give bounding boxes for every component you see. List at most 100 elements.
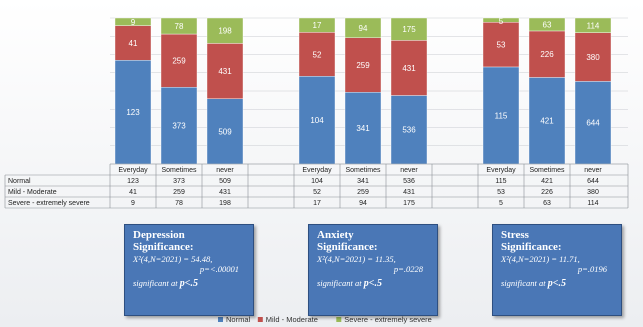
- table-cell: 5: [499, 200, 503, 207]
- table-column-header: Everyday: [486, 167, 516, 174]
- table-cell: 53: [497, 189, 505, 196]
- box-statistic: X²(4,N=2021) = 11.35,: [317, 254, 396, 264]
- box-heading: Significance:: [317, 241, 378, 253]
- anxiety-significance-box: Anxiety Significance: X²(4,N=2021) = 11.…: [308, 224, 438, 316]
- table-cell: 198: [219, 200, 231, 207]
- box-title: Anxiety: [317, 229, 354, 241]
- bar-segment: [574, 17, 612, 33]
- bar-value-label: 123: [126, 108, 140, 117]
- bar-value-label: 380: [586, 53, 600, 62]
- table-cell: 94: [359, 200, 367, 207]
- bar-segment: [160, 17, 198, 35]
- bar-segment: [574, 81, 612, 165]
- bar-value-label: 373: [172, 122, 186, 131]
- bar-value-label: 9: [131, 18, 136, 27]
- table-cell: 123: [127, 178, 139, 185]
- bar-segment: [344, 17, 382, 38]
- box-title: Stress: [501, 229, 529, 241]
- bar-segment: [206, 98, 244, 165]
- bar-value-label: 94: [359, 24, 368, 33]
- box-conclusion: significant at p<.5: [133, 277, 245, 290]
- box-conclusion: significant at p<.5: [317, 277, 429, 290]
- bar-value-label: 63: [543, 20, 552, 29]
- table-cell: 41: [129, 189, 137, 196]
- bar-value-label: 421: [540, 117, 554, 126]
- table-row-header: Mild - Moderate: [8, 189, 57, 196]
- legend-swatch: [257, 317, 263, 322]
- table-cell: 115: [495, 178, 506, 185]
- table-column-header: Sometimes: [161, 167, 197, 174]
- table-cell: 431: [403, 189, 415, 196]
- bar-segment: [390, 40, 428, 96]
- table-cell: 114: [587, 200, 598, 207]
- table-column-header: Everyday: [302, 167, 332, 174]
- bar-value-label: 259: [356, 61, 370, 70]
- bar-value-label: 17: [313, 21, 322, 30]
- stress-significance-box: Stress Significance: X²(4,N=2021) = 11.7…: [492, 224, 622, 316]
- bar-value-label: 341: [356, 124, 370, 133]
- table-column-header: never: [400, 167, 418, 174]
- table-cell: 380: [587, 189, 599, 196]
- table-cell: 373: [173, 178, 185, 185]
- conclusion-prefix: significant at: [133, 278, 178, 288]
- conclusion-value: p<.5: [547, 278, 566, 289]
- bar-segment: [390, 95, 428, 165]
- bar-value-label: 52: [313, 50, 322, 59]
- table-cell: 17: [313, 200, 321, 207]
- table-column-header: Everyday: [118, 167, 148, 174]
- bar-segment: [528, 30, 566, 78]
- bar-segment: [574, 32, 612, 82]
- table-cell: 536: [403, 178, 415, 185]
- table-row-header: Normal: [8, 178, 31, 185]
- bar-segment: [528, 17, 566, 32]
- table-cell: 175: [403, 200, 415, 207]
- box-heading: Significance:: [501, 241, 562, 253]
- table-cell: 259: [357, 189, 369, 196]
- bar-value-label: 431: [402, 64, 416, 73]
- legend-swatch: [336, 317, 342, 322]
- table-row-header: Severe - extremely severe: [8, 200, 90, 207]
- bar-value-label: 509: [218, 127, 232, 136]
- bar-segment: [344, 92, 382, 165]
- box-statistic: X²(4,N=2021) = 54.48,: [133, 254, 213, 264]
- bar-value-label: 5: [499, 17, 504, 26]
- bar-segment: [482, 17, 520, 23]
- table-cell: 259: [173, 189, 185, 196]
- table-cell: 431: [219, 189, 231, 196]
- table-cell: 226: [541, 189, 553, 196]
- bar-segment: [390, 17, 428, 41]
- conclusion-value: p<.5: [179, 278, 198, 289]
- table-column-header: Sometimes: [345, 167, 381, 174]
- bar-segment: [206, 17, 244, 44]
- table-column-header: never: [584, 167, 602, 174]
- bar-segment: [206, 43, 244, 99]
- legend-label: Mild - Moderate: [266, 315, 318, 324]
- box-p-value: p=<.00001: [199, 264, 239, 274]
- bar-value-label: 259: [172, 57, 186, 66]
- bar-value-label: 431: [218, 67, 232, 76]
- table-cell: 104: [311, 178, 323, 185]
- conclusion-prefix: significant at: [501, 278, 546, 288]
- legend-swatch: [218, 317, 223, 322]
- bar-segment: [528, 77, 566, 165]
- conclusion-value: p<.5: [363, 278, 382, 289]
- box-p-value: p=.0196: [577, 264, 607, 274]
- table-cell: 78: [175, 200, 183, 207]
- depression-significance-box: Depression Significance: X²(4,N=2021) = …: [124, 224, 254, 316]
- bar-segment: [298, 76, 336, 165]
- box-p-value: p=.0228: [393, 264, 423, 274]
- bar-segment: [482, 22, 520, 68]
- legend-label: Severe - extremely severe: [344, 315, 432, 324]
- table-column-header: Sometimes: [529, 167, 565, 174]
- bar-value-label: 115: [495, 111, 508, 120]
- bar-value-label: 114: [587, 21, 600, 30]
- box-title: Depression: [133, 229, 185, 241]
- table-cell: 421: [541, 178, 553, 185]
- table-cell: 644: [587, 178, 599, 185]
- bar-segment: [482, 66, 520, 165]
- table-cell: 9: [131, 200, 135, 207]
- bar-segment: [298, 32, 336, 77]
- table-column-header: never: [216, 167, 234, 174]
